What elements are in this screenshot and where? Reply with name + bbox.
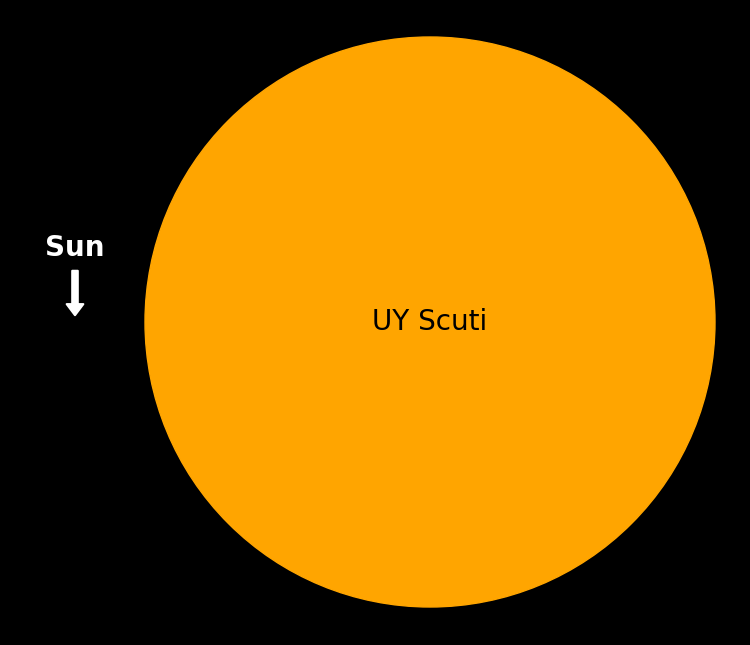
Circle shape — [145, 37, 715, 607]
Text: UY Scuti: UY Scuti — [372, 308, 488, 336]
Text: Sun: Sun — [45, 234, 105, 262]
